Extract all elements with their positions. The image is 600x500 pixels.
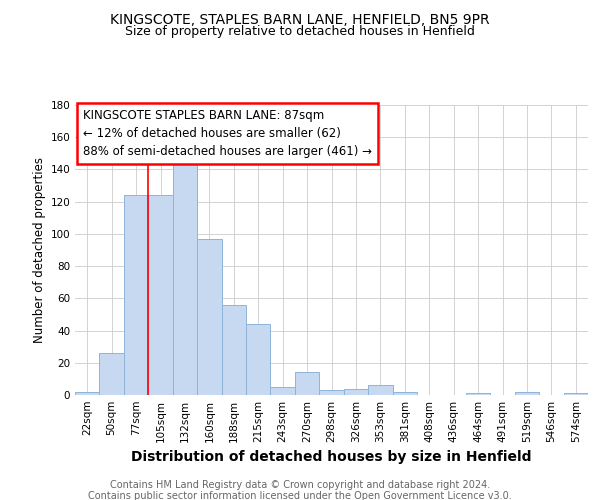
Bar xyxy=(173,158,197,395)
Bar xyxy=(75,392,100,395)
Bar xyxy=(392,392,417,395)
Text: Contains HM Land Registry data © Crown copyright and database right 2024.: Contains HM Land Registry data © Crown c… xyxy=(110,480,490,490)
Bar xyxy=(100,353,124,395)
Bar xyxy=(197,238,221,395)
Text: KINGSCOTE, STAPLES BARN LANE, HENFIELD, BN5 9PR: KINGSCOTE, STAPLES BARN LANE, HENFIELD, … xyxy=(110,12,490,26)
Text: KINGSCOTE STAPLES BARN LANE: 87sqm
← 12% of detached houses are smaller (62)
88%: KINGSCOTE STAPLES BARN LANE: 87sqm ← 12%… xyxy=(83,110,371,158)
Bar xyxy=(368,386,392,395)
Bar xyxy=(563,394,588,395)
Bar xyxy=(221,305,246,395)
Bar xyxy=(344,388,368,395)
Bar xyxy=(124,195,148,395)
Bar xyxy=(295,372,319,395)
Text: Contains public sector information licensed under the Open Government Licence v3: Contains public sector information licen… xyxy=(88,491,512,500)
Y-axis label: Number of detached properties: Number of detached properties xyxy=(33,157,46,343)
Bar xyxy=(148,195,173,395)
Bar xyxy=(246,324,271,395)
Bar xyxy=(466,394,490,395)
Text: Size of property relative to detached houses in Henfield: Size of property relative to detached ho… xyxy=(125,25,475,38)
Bar xyxy=(271,387,295,395)
X-axis label: Distribution of detached houses by size in Henfield: Distribution of detached houses by size … xyxy=(131,450,532,464)
Bar xyxy=(515,392,539,395)
Bar xyxy=(319,390,344,395)
